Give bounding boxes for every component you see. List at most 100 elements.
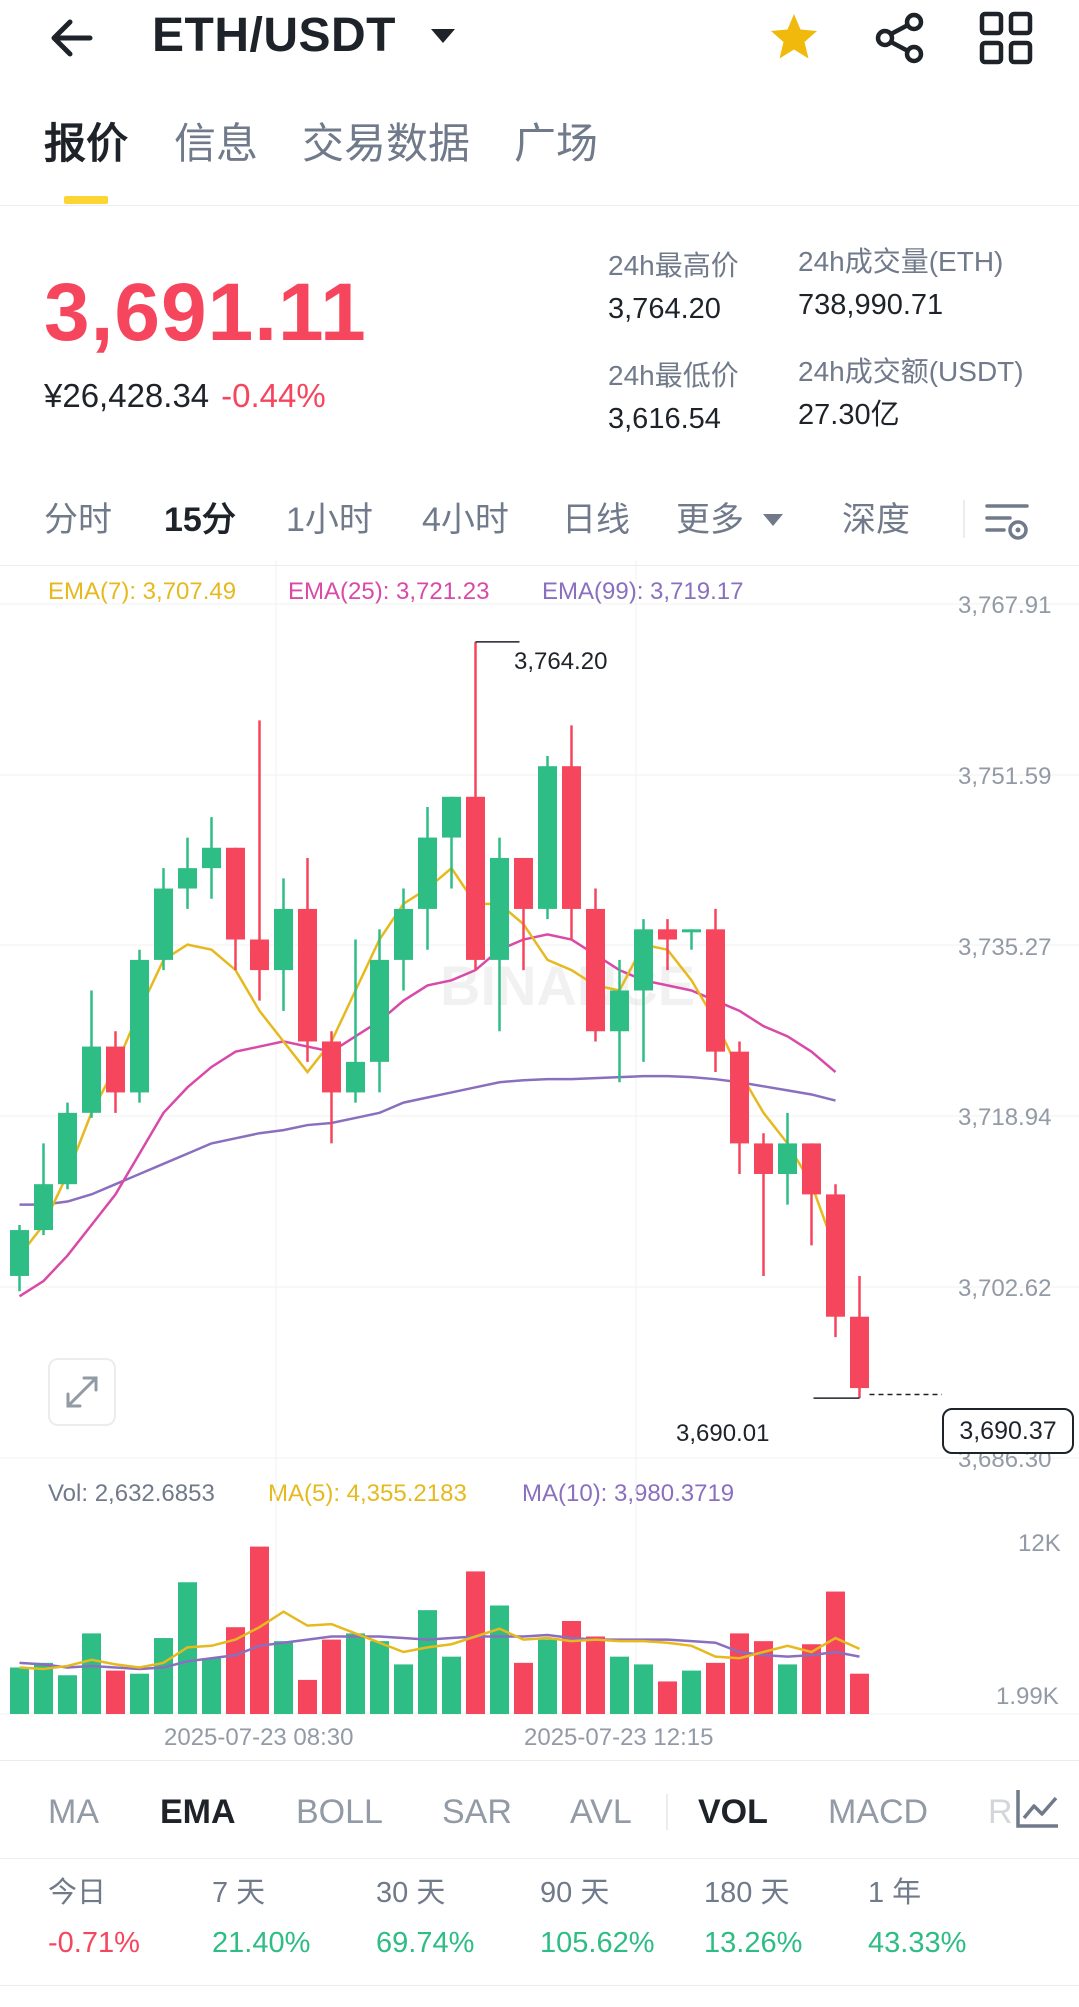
volume-bar [250,1546,269,1714]
tab-info[interactable]: 信息 [174,120,259,167]
ema99-line [19,1074,836,1206]
interval-1h[interactable]: 1小时 [286,501,373,539]
perf-value: 21.40% [212,1927,311,1959]
indicator-avl[interactable]: AVL [570,1793,632,1831]
more-caret[interactable] [762,512,784,533]
candle-body [10,1230,29,1276]
candle-body [610,990,629,1032]
indicator-vol[interactable]: VOL [698,1793,768,1831]
y-tick: 3,718.94 [958,1104,1052,1131]
candle-body [778,1143,797,1174]
share-icon [875,12,924,64]
active-tab-indicator [64,196,108,204]
volume-bar [202,1658,221,1714]
perf-label: 30 天 [376,1877,446,1909]
candle-body [370,959,389,1062]
volume-bar [466,1571,485,1714]
volume-bar [442,1656,461,1714]
low-value: 3,616.54 [608,403,721,435]
tab-square[interactable]: 广场 [514,120,599,167]
volume-bar [34,1662,53,1714]
high-marker-label: 3,764.20 [514,648,608,675]
indicator-settings-button[interactable] [1012,1786,1062,1832]
candle-body [274,908,293,971]
watermark-logo: BINANCE [440,954,695,1017]
volume-chart[interactable] [0,1470,1079,1720]
ema25-legend: EMA(25): 3,721.23 [288,578,490,605]
pair-title[interactable]: ETH/USDT [152,9,396,62]
candle-body [490,857,509,960]
candle-body [178,868,197,889]
back-button[interactable] [44,12,104,64]
volume-bar [514,1662,533,1714]
volume-bar [394,1664,413,1714]
candle-body [226,847,245,940]
candle-body [658,929,677,940]
interval-15m[interactable]: 15分 [164,501,236,539]
perf-label: 今日 [48,1877,107,1909]
interval-4h[interactable]: 4小时 [422,501,509,539]
candle-body [202,847,221,869]
dropdown-caret-icon [431,29,455,43]
star-icon [771,14,817,59]
pair-dropdown[interactable] [428,24,458,48]
interval-more[interactable]: 更多 [676,501,744,539]
candle-body [442,796,461,838]
candle-body [538,766,557,909]
indicator-more[interactable]: R [988,1793,1013,1831]
indicator-macd[interactable]: MACD [828,1793,929,1831]
favorite-button[interactable] [766,10,822,66]
divider [0,565,1079,566]
indicator-sar[interactable]: SAR [442,1793,512,1831]
last-price-tag[interactable]: 3,690.37 [942,1408,1074,1454]
interval-depth[interactable]: 深度 [842,501,910,539]
volume-bar [754,1641,773,1714]
chart-settings-button[interactable] [984,500,1030,544]
back-arrow-icon [51,19,93,57]
tab-trading-data[interactable]: 交易数据 [302,120,471,167]
share-button[interactable] [872,10,928,66]
volume-bar [850,1673,869,1714]
volume-bar [490,1605,509,1714]
indicator-ema[interactable]: EMA [160,1793,236,1831]
candlestick-chart[interactable]: BINANCE [0,560,1079,1480]
candle-body [394,908,413,960]
grid-icon [979,11,1033,65]
volume-bar [58,1675,77,1714]
volume-bar [418,1610,437,1714]
candle-body [154,888,173,960]
candle-body [802,1143,821,1195]
volume-bar [298,1679,317,1714]
cny-price: ¥26,428.34 [44,377,210,414]
interval-time[interactable]: 分时 [44,501,112,539]
ma5-legend: MA(5): 4,355.2183 [268,1480,467,1507]
perf-value: -0.71% [48,1927,140,1959]
perf-label: 1 年 [868,1877,922,1909]
candle-body [322,1041,341,1093]
vol-eth-label: 24h成交量(ETH) [798,246,1004,277]
more-apps-button[interactable] [978,10,1034,66]
candle-body [58,1112,77,1185]
fullscreen-button[interactable] [48,1358,116,1426]
high-label: 24h最高价 [608,250,739,281]
volume-bar [82,1633,101,1714]
indicator-ma[interactable]: MA [48,1793,99,1831]
price-sub: ¥26,428.34 -0.44% [44,376,326,416]
tab-quote[interactable]: 报价 [44,120,129,167]
volume-bar [346,1633,365,1714]
divider [0,1985,1079,1986]
candle-body [34,1184,53,1231]
divider [0,205,1079,206]
volume-bar [634,1664,653,1714]
perf-label: 7 天 [212,1877,266,1909]
candle-body [418,837,437,909]
perf-value: 105.62% [540,1927,655,1959]
interval-daily[interactable]: 日线 [562,501,630,539]
divider [666,1794,668,1830]
indicator-boll[interactable]: BOLL [296,1793,383,1831]
volume-bar [154,1638,173,1714]
candle-body [250,939,269,971]
dropdown-caret-icon [763,514,783,526]
candle-body [298,908,317,1042]
line-chart-icon [1016,1790,1058,1828]
